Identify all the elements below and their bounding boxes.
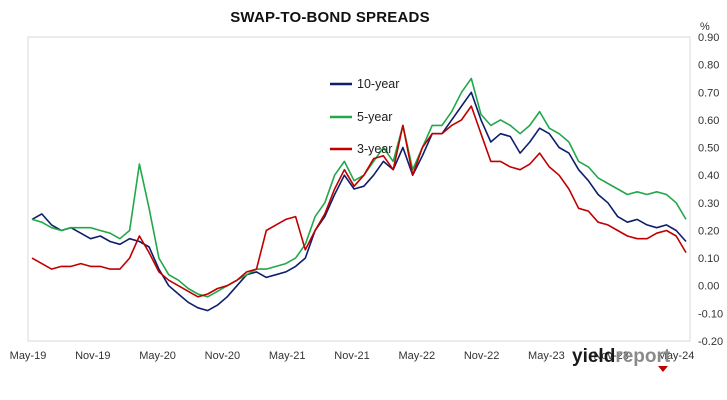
y-tick-label: 0.30 [698,198,719,210]
y-tick-label: 0.60 [698,115,719,127]
y-tick-label: -0.20 [698,336,723,348]
y-tick-label: 0.70 [698,87,719,99]
x-tick-label: Nov-20 [205,350,240,362]
series-line-10-year [31,91,687,312]
x-tick-label: May-24 [658,350,695,362]
yieldreport-logo: yieldreport [572,346,671,372]
y-tick-label: 0.80 [698,60,719,72]
legend-label-10-year: 10-year [357,77,399,91]
chart-title: SWAP-TO-BOND SPREADS [230,9,430,26]
y-tick-label: 0.90 [698,32,719,44]
x-tick-label: May-22 [398,350,435,362]
x-tick-label: May-20 [139,350,176,362]
legend-label-3-year: 3-year [357,142,392,156]
logo-arrow-icon [658,366,668,372]
plot-area [27,36,691,342]
legend-label-5-year: 5-year [357,110,392,124]
svg-text:yieldreport: yieldreport [572,346,671,367]
y-axis-label: % [700,21,710,33]
x-tick-label: Nov-23 [593,350,628,362]
x-tick-label: May-21 [269,350,306,362]
y-axis-ticks: -0.20 -0.10 0.00 0.10 0.20 0.30 0.40 0.50 0.60 0.… [698,32,723,348]
y-tick-label: 0.10 [698,253,719,265]
legend: 10-year 5-year 3-year [330,77,399,156]
x-tick-label: Nov-21 [334,350,369,362]
y-tick-label: 0.50 [698,143,719,155]
y-tick-label: 0.40 [698,170,719,182]
logo-yield: yield [572,346,615,367]
series-lines [31,77,687,312]
x-tick-label: May-23 [528,350,565,362]
x-tick-label: Nov-22 [464,350,499,362]
logo-report: report [615,346,671,367]
x-axis-ticks: May-19 Nov-19 May-20 Nov-20 May-21 Nov-21 May-… [10,350,695,362]
y-tick-label: 0.00 [698,281,719,293]
y-tick-label: -0.10 [698,308,723,320]
series-line-3-year [31,105,687,298]
series-line-5-year [31,77,687,298]
y-tick-label: 0.20 [698,225,719,237]
x-tick-label: Nov-19 [75,350,110,362]
x-tick-label: May-19 [10,350,47,362]
